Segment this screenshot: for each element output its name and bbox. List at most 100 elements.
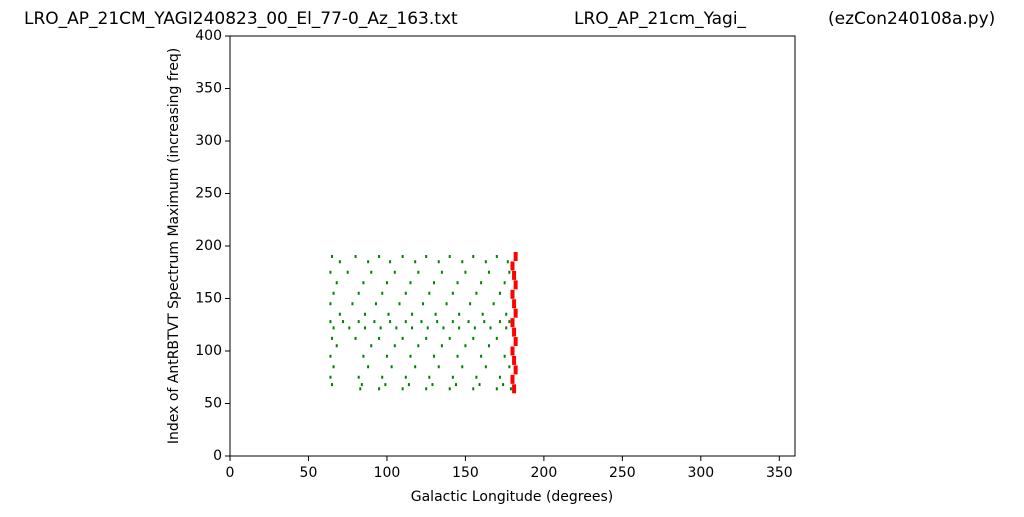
scatter-point <box>498 291 501 295</box>
scatter-point <box>440 344 443 348</box>
scatter-point <box>425 387 428 391</box>
scatter-point <box>498 375 501 379</box>
scatter-point <box>360 383 363 387</box>
scatter-point <box>414 260 417 264</box>
scatter-point <box>508 365 511 369</box>
scatter-point <box>404 320 407 324</box>
scatter-point <box>510 261 515 271</box>
scatter-point <box>502 383 505 387</box>
scatter-point <box>472 336 475 340</box>
scatter-point <box>378 336 381 340</box>
y-tick-label: 150 <box>195 291 222 307</box>
scatter-point <box>451 291 454 295</box>
y-tick-label: 0 <box>213 448 222 464</box>
scatter-point <box>512 384 517 394</box>
scatter-point <box>332 326 335 330</box>
scatter-point <box>433 281 436 285</box>
scatter-point <box>329 270 332 274</box>
scatter-point <box>390 365 393 369</box>
scatter-point <box>487 344 490 348</box>
scatter-point <box>329 375 332 379</box>
scatter-point <box>422 302 425 306</box>
y-tick-label: 200 <box>195 238 222 254</box>
scatter-point <box>338 260 341 264</box>
scatter-point <box>362 354 365 358</box>
scatter-point <box>512 327 517 337</box>
scatter-point <box>458 326 461 330</box>
y-tick-label: 350 <box>195 81 222 97</box>
scatter-point <box>505 326 508 330</box>
scatter-point <box>404 375 407 379</box>
scatter-point <box>387 312 390 316</box>
scatter-point <box>401 387 404 391</box>
scatter-point <box>475 291 478 295</box>
scatter-point <box>506 260 509 264</box>
scatter-point <box>332 291 335 295</box>
scatter-point <box>348 326 351 330</box>
scatter-point <box>467 320 470 324</box>
scatter-point <box>445 302 448 306</box>
x-tick-label: 350 <box>766 465 793 481</box>
scatter-point <box>357 291 360 295</box>
scatter-point <box>379 326 382 330</box>
scatter-point <box>329 302 332 306</box>
scatter-point <box>363 312 366 316</box>
scatter-point <box>448 387 451 391</box>
chart-title: (ezCon240108a.py) <box>828 9 995 29</box>
scatter-point <box>440 270 443 274</box>
scatter-point <box>381 375 384 379</box>
scatter-point <box>385 281 388 285</box>
scatter-point <box>512 270 517 280</box>
scatter-point <box>472 255 475 258</box>
scatter-point <box>411 312 414 316</box>
scatter-point <box>513 308 518 318</box>
scatter-point <box>357 375 360 379</box>
scatter-point <box>433 354 436 358</box>
scatter-point <box>370 344 373 348</box>
y-tick-label: 100 <box>195 343 222 359</box>
scatter-point <box>338 312 341 316</box>
scatter-point <box>428 291 431 295</box>
scatter-point <box>481 312 484 316</box>
scatter-point <box>362 281 365 285</box>
scatter-point <box>437 365 440 369</box>
scatter-point <box>354 255 357 258</box>
title-background <box>0 0 1024 30</box>
scatter-point <box>398 302 401 306</box>
scatter-point <box>484 260 487 264</box>
scatter-point <box>513 365 518 375</box>
scatter-point <box>503 281 506 285</box>
x-tick-label: 300 <box>687 465 714 481</box>
chart-title: LRO_AP_21cm_Yagi_ <box>574 9 747 29</box>
scatter-point <box>487 270 490 274</box>
scatter-point <box>431 383 434 387</box>
scatter-point <box>508 320 511 324</box>
scatter-point <box>495 387 498 391</box>
scatter-point <box>378 387 381 391</box>
scatter-point <box>451 375 454 379</box>
x-axis-label: Galactic Longitude (degrees) <box>411 489 613 505</box>
scatter-point <box>384 383 387 387</box>
marks <box>329 252 518 394</box>
scatter-point <box>359 387 362 391</box>
scatter-point <box>512 355 517 365</box>
scatter-point <box>342 320 344 324</box>
scatter-point <box>331 383 334 387</box>
scatter-point <box>425 336 428 340</box>
scatter-point <box>513 252 518 261</box>
scatter-point <box>373 320 376 324</box>
scatter-point <box>513 280 518 290</box>
scatter-point <box>464 270 467 274</box>
x-tick-label: 50 <box>300 465 318 481</box>
scatter-point <box>475 375 478 379</box>
scatter-point <box>414 365 417 369</box>
scatter-point <box>503 354 506 358</box>
scatter-point <box>510 289 515 299</box>
scatter-point <box>456 281 459 285</box>
scatter-point <box>512 299 517 309</box>
scatter-point <box>464 344 467 348</box>
scatter-point <box>385 354 388 358</box>
scatter-point <box>437 260 440 264</box>
scatter-point <box>473 326 476 330</box>
scatter-point <box>401 255 404 258</box>
